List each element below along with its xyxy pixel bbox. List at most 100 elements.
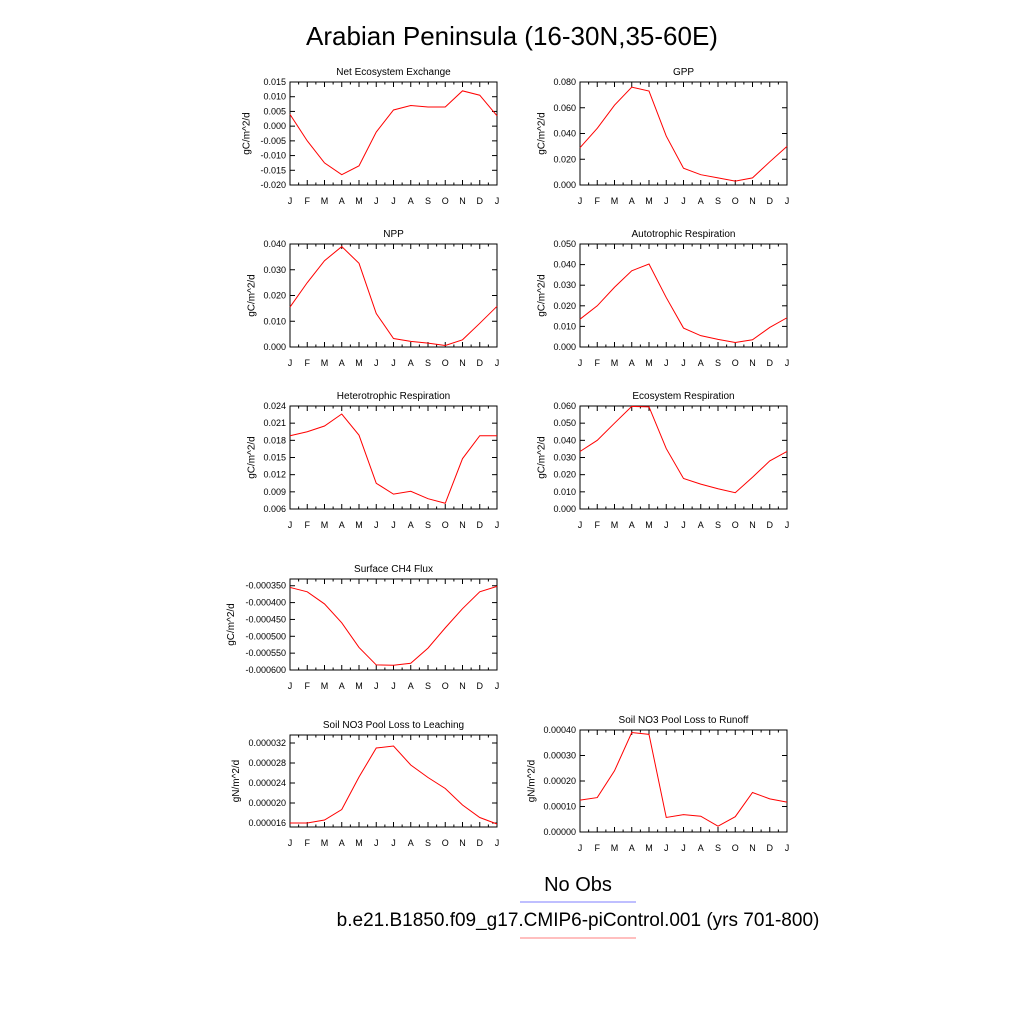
- y-tick-label: 0.000024: [248, 778, 286, 788]
- x-tick-label: J: [495, 520, 500, 530]
- x-tick-label: A: [339, 196, 345, 206]
- y-tick-label: 0.020: [263, 291, 286, 301]
- y-tick-label: 0.00040: [543, 725, 576, 735]
- x-tick-label: A: [339, 358, 345, 368]
- y-tick-label: 0.040: [553, 435, 576, 445]
- y-axis-label: gC/m^2/d: [537, 436, 548, 479]
- x-tick-label: M: [645, 196, 653, 206]
- x-tick-label: O: [442, 196, 449, 206]
- y-tick-label: 0.010: [263, 92, 286, 102]
- x-tick-label: A: [408, 681, 414, 691]
- x-tick-label: M: [355, 358, 363, 368]
- x-tick-label: J: [785, 520, 790, 530]
- series-line: [289, 90, 498, 176]
- y-tick-label: -0.005: [260, 136, 286, 146]
- x-tick-label: S: [425, 196, 431, 206]
- x-tick-label: A: [698, 196, 704, 206]
- x-tick-label: N: [459, 358, 466, 368]
- y-tick-label: -0.000450: [245, 614, 286, 624]
- y-tick-label: 0.010: [553, 321, 576, 331]
- x-tick-label: J: [664, 358, 669, 368]
- x-tick-label: A: [698, 843, 704, 853]
- x-tick-label: F: [305, 838, 311, 848]
- x-tick-label: J: [664, 196, 669, 206]
- y-tick-label: -0.000500: [245, 631, 286, 641]
- x-tick-label: M: [355, 520, 363, 530]
- y-tick-label: 0.00000: [543, 827, 576, 837]
- x-tick-label: J: [495, 196, 500, 206]
- series-line: [290, 745, 498, 825]
- figure-title: Arabian Peninsula (16-30N,35-60E): [306, 21, 718, 51]
- y-tick-label: 0.020: [553, 301, 576, 311]
- x-tick-label: D: [477, 520, 484, 530]
- series-line: [579, 405, 788, 494]
- x-tick-label: J: [681, 196, 686, 206]
- x-tick-label: M: [355, 196, 363, 206]
- x-tick-label: D: [477, 838, 484, 848]
- x-tick-label: N: [749, 843, 756, 853]
- x-tick-label: J: [578, 843, 583, 853]
- y-tick-label: 0.040: [263, 239, 286, 249]
- x-tick-label: J: [578, 520, 583, 530]
- y-axis-label: gC/m^2/d: [537, 112, 548, 155]
- x-tick-label: J: [664, 520, 669, 530]
- plot-frame: [289, 734, 498, 828]
- x-tick-label: F: [305, 520, 311, 530]
- x-tick-label: O: [442, 358, 449, 368]
- x-tick-label: A: [629, 196, 635, 206]
- y-axis-label: gC/m^2/d: [247, 436, 258, 479]
- y-axis-label: gC/m^2/d: [226, 603, 237, 646]
- panel-title: Heterotrophic Respiration: [337, 391, 450, 402]
- y-tick-label: 0.080: [553, 77, 576, 87]
- y-axis-label: gC/m^2/d: [537, 274, 548, 317]
- x-tick-label: M: [645, 843, 653, 853]
- x-tick-label: J: [374, 838, 379, 848]
- x-tick-label: N: [459, 196, 466, 206]
- y-tick-label: 0.010: [553, 487, 576, 497]
- x-tick-label: S: [425, 838, 431, 848]
- y-axis-label: gC/m^2/d: [241, 112, 252, 155]
- x-tick-label: O: [732, 196, 739, 206]
- y-tick-label: 0.000016: [248, 818, 286, 828]
- x-tick-label: J: [288, 838, 293, 848]
- y-tick-label: -0.000600: [245, 665, 286, 675]
- y-tick-label: 0.000: [553, 342, 576, 352]
- x-tick-label: F: [305, 358, 311, 368]
- panel-title: Soil NO3 Pool Loss to Runoff: [619, 715, 749, 726]
- x-tick-label: D: [767, 843, 774, 853]
- y-tick-label: 0.000032: [248, 738, 286, 748]
- x-tick-label: A: [408, 838, 414, 848]
- plot-frame: [579, 405, 788, 510]
- x-tick-label: A: [629, 358, 635, 368]
- x-tick-label: A: [629, 843, 635, 853]
- x-tick-label: J: [785, 358, 790, 368]
- x-tick-label: J: [391, 838, 396, 848]
- y-axis-label: gN/m^2/d: [526, 760, 537, 803]
- x-tick-label: J: [288, 681, 293, 691]
- x-tick-label: J: [681, 358, 686, 368]
- series-line: [579, 86, 788, 182]
- y-axis-label: gN/m^2/d: [231, 760, 242, 803]
- x-tick-label: N: [459, 681, 466, 691]
- x-tick-label: D: [477, 681, 484, 691]
- x-tick-label: J: [391, 520, 396, 530]
- x-tick-label: J: [374, 196, 379, 206]
- y-tick-label: -0.010: [260, 151, 286, 161]
- y-tick-label: 0.060: [553, 103, 576, 113]
- y-tick-label: 0.024: [263, 401, 286, 411]
- legend-label-model: b.e21.B1850.f09_g17.CMIP6-piControl.001 …: [337, 910, 820, 931]
- y-tick-label: 0.020: [553, 470, 576, 480]
- y-tick-label: 0.060: [553, 401, 576, 411]
- plot-frame: [289, 243, 498, 348]
- y-tick-label: 0.000020: [248, 798, 286, 808]
- x-tick-label: O: [442, 838, 449, 848]
- x-tick-label: N: [749, 196, 756, 206]
- x-tick-label: S: [715, 843, 721, 853]
- x-tick-label: S: [715, 358, 721, 368]
- x-tick-label: S: [425, 520, 431, 530]
- y-tick-label: 0.012: [263, 470, 286, 480]
- x-tick-label: J: [495, 838, 500, 848]
